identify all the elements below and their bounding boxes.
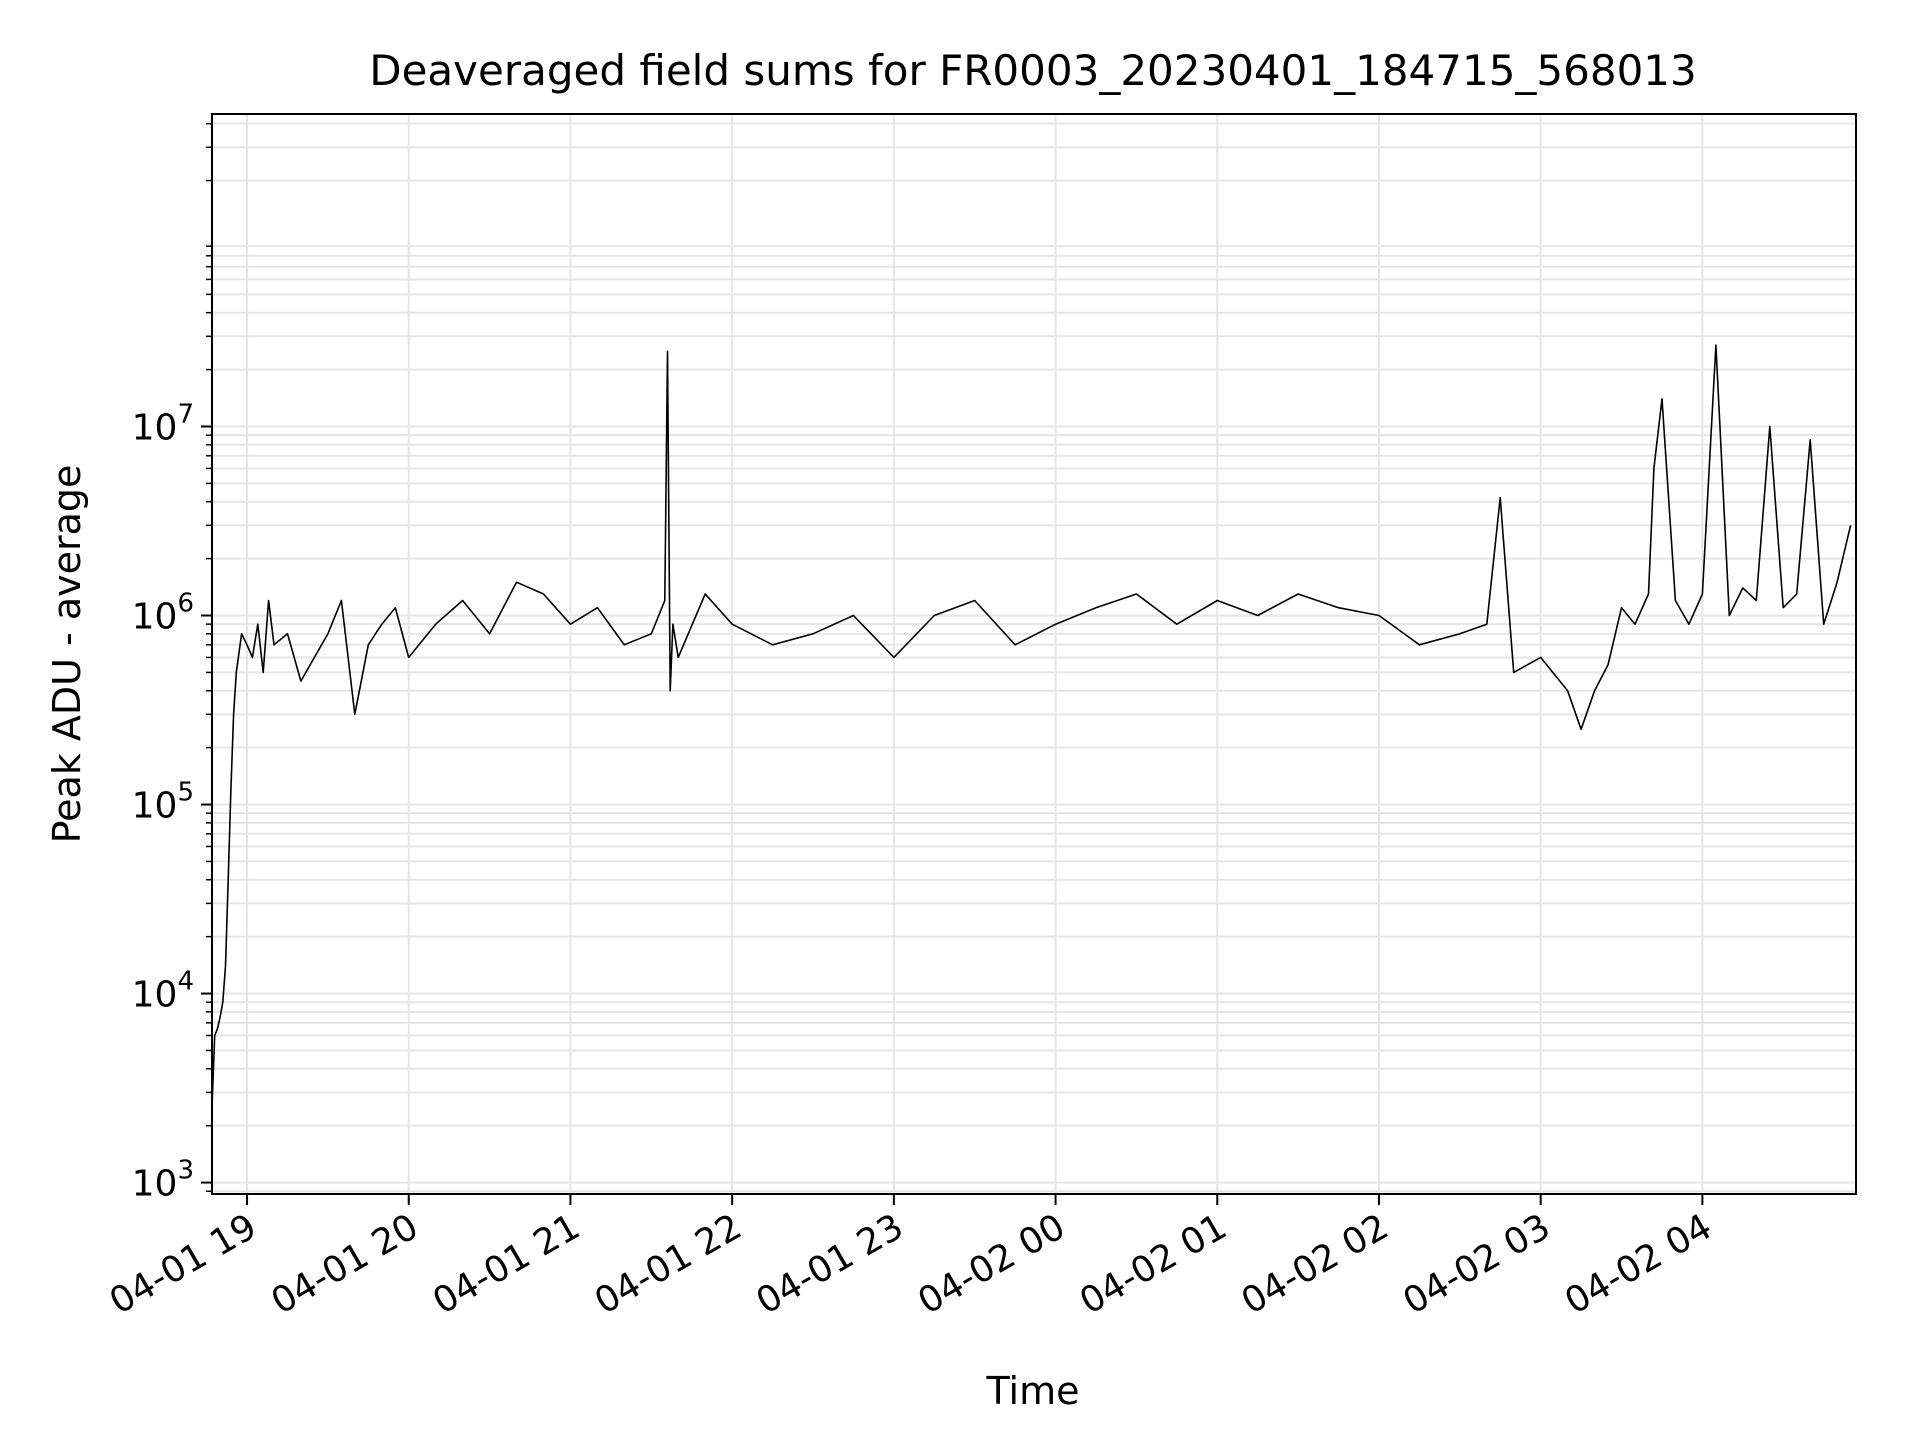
y-tick-exponent: 6	[177, 589, 194, 619]
y-tick-exponent: 7	[177, 399, 194, 429]
y-axis-label: Peak ADU - average	[45, 465, 89, 844]
chart-title: Deaveraged field sums for FR0003_2023040…	[369, 46, 1697, 95]
series-line	[211, 344, 1852, 1108]
plot-area	[211, 344, 1852, 1108]
x-axis-label: Time	[986, 1369, 1080, 1413]
y-tick-label: 105	[132, 778, 194, 827]
y-tick-label: 107	[132, 399, 194, 448]
y-tick-base: 10	[132, 786, 178, 827]
y-tick-base: 10	[132, 975, 178, 1016]
grid-lines	[212, 114, 1856, 1194]
y-tick-base: 10	[132, 1164, 178, 1205]
y-tick-label: 104	[132, 967, 194, 1016]
y-tick-exponent: 5	[177, 778, 194, 808]
y-tick-label: 106	[132, 589, 194, 638]
plot-frame	[211, 113, 1857, 1195]
y-tick-exponent: 4	[177, 967, 194, 997]
y-tick-base: 10	[132, 597, 178, 638]
y-tick-label: 103	[132, 1156, 194, 1205]
y-tick-exponent: 3	[177, 1156, 194, 1186]
y-tick-base: 10	[132, 407, 178, 448]
